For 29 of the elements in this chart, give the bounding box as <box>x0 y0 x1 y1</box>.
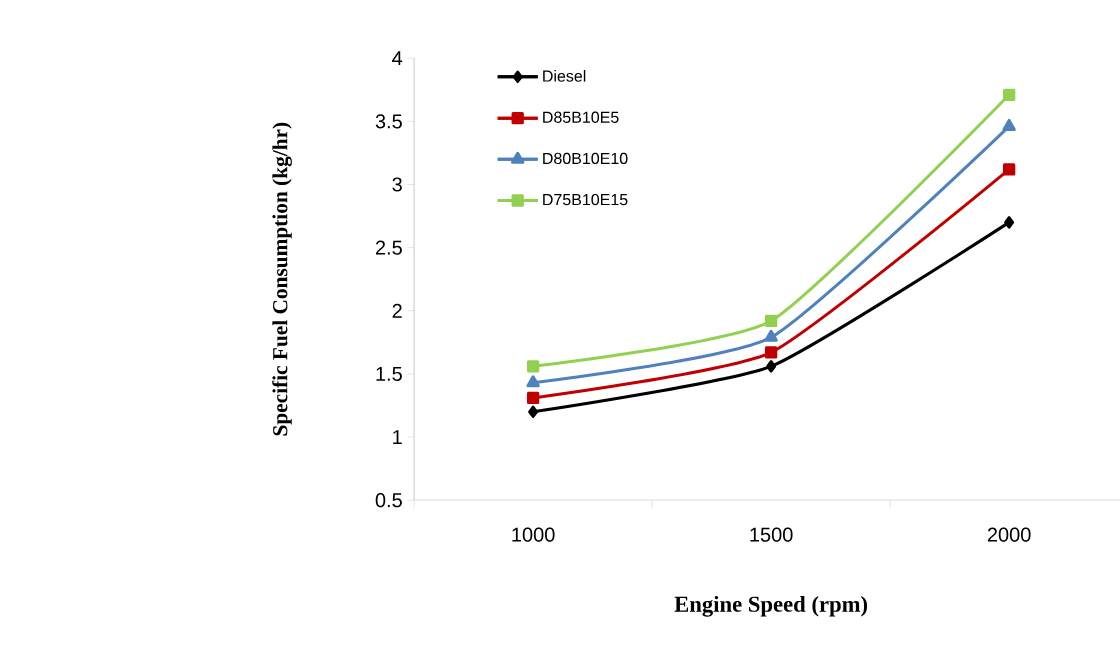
point <box>1002 163 1016 176</box>
point <box>1004 216 1015 229</box>
point <box>1002 118 1016 131</box>
y-tick-label: 2 <box>392 303 402 318</box>
y-tick-label: 4 <box>392 51 403 66</box>
point <box>526 375 540 388</box>
x-tick-label: 2000 <box>987 527 1031 542</box>
y-tick-label: 2.5 <box>375 240 402 255</box>
y-tick-label: 1 <box>393 430 402 444</box>
legend-label: D75B10E15 <box>543 193 628 206</box>
legend-label: Diesel <box>543 70 586 82</box>
point <box>764 346 778 359</box>
legend-label: D80B10E10 <box>543 152 628 165</box>
point <box>766 360 777 373</box>
x-axis-title: Engine Speed (rpm) <box>674 595 868 617</box>
y-axis-title: Specific Fuel Consumption (kg/hr) <box>272 122 292 436</box>
point <box>764 329 778 342</box>
x-tick-label: 1500 <box>750 527 793 542</box>
legend-label: D85B10E5 <box>543 111 619 123</box>
y-tick-label: 3 <box>392 177 402 192</box>
x-tick-label: 1000 <box>512 527 555 542</box>
y-tick-label: 0.5 <box>375 493 402 508</box>
point <box>526 360 540 373</box>
y-tick-label: 1.5 <box>376 366 402 381</box>
point <box>526 391 540 405</box>
point <box>764 314 778 328</box>
point <box>528 405 539 418</box>
y-tick-label: 3.5 <box>375 114 402 129</box>
point <box>1002 88 1016 101</box>
